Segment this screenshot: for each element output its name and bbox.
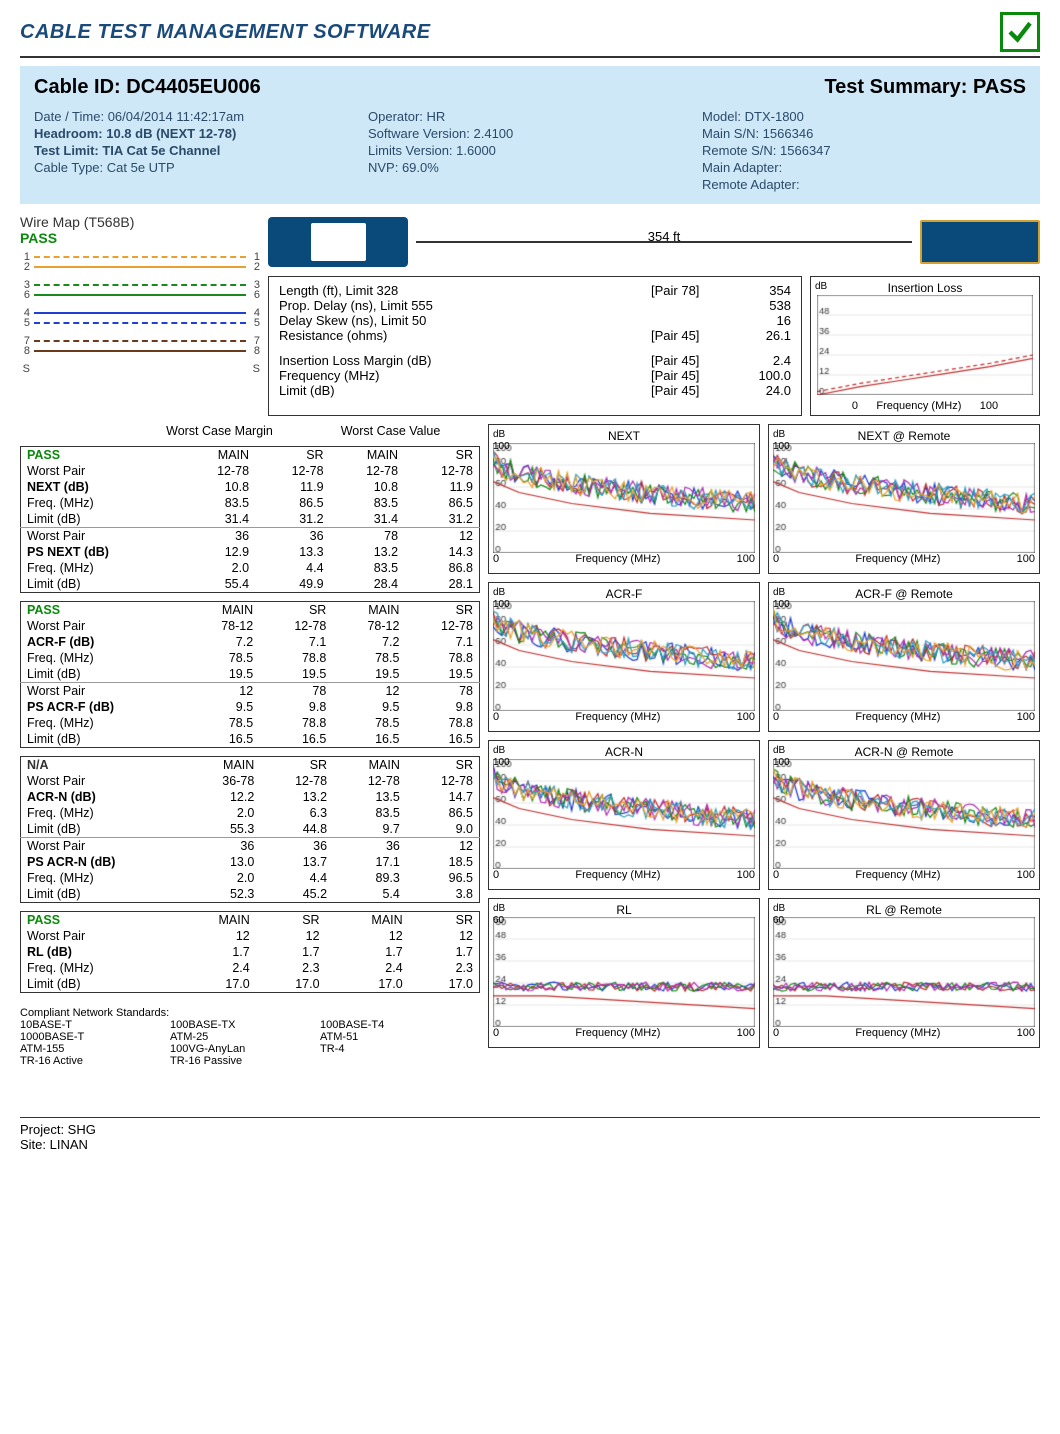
freq-chart: dB100ACR-N0Frequency (MHz)100 bbox=[488, 740, 760, 890]
header-col-1: Date / Time: 06/04/2014 11:42:17am Headr… bbox=[34, 109, 358, 194]
measurement-row: Delay Skew (ns), Limit 5016 bbox=[279, 313, 791, 328]
measurement-row: Resistance (ohms)[Pair 45]26.1 bbox=[279, 328, 791, 343]
nvp: NVP: 69.0% bbox=[368, 160, 692, 175]
freq-chart: dB100NEXT0Frequency (MHz)100 bbox=[488, 424, 760, 574]
headroom: Headroom: 10.8 dB (NEXT 12-78) bbox=[34, 126, 358, 141]
measurement-row: Frequency (MHz)[Pair 45]100.0 bbox=[279, 368, 791, 383]
datetime: Date / Time: 06/04/2014 11:42:17am bbox=[34, 109, 358, 124]
wiremap-block: Wire Map (T568B) PASS 1122 3366 4455 7788 SS bbox=[20, 214, 260, 374]
measurement-row: Prop. Delay (ns), Limit 555538 bbox=[279, 298, 791, 313]
freq-chart: dB100ACR-N @ Remote0Frequency (MHz)100 bbox=[768, 740, 1040, 890]
result-table: N/AMAINSRMAINSRWorst Pair36-7812-7812-78… bbox=[20, 756, 480, 903]
wiremap-title: Wire Map (T568B) bbox=[20, 214, 260, 230]
freq-chart: dB60RL0Frequency (MHz)100 bbox=[488, 898, 760, 1048]
wiremap-wire: 11 bbox=[20, 252, 260, 262]
header-block: Cable ID: DC4405EU006 Test Summary: PASS… bbox=[20, 66, 1040, 204]
freq-chart: dB100NEXT @ Remote0Frequency (MHz)100 bbox=[768, 424, 1040, 574]
chart-title: Insertion Loss bbox=[817, 281, 1033, 295]
charts-main: dB100NEXT0Frequency (MHz)100dB100ACR-F0F… bbox=[488, 424, 760, 1067]
wiremap-wire: 22 bbox=[20, 262, 260, 272]
cable-id: DC4405EU006 bbox=[126, 76, 261, 98]
model: Model: DTX-1800 bbox=[702, 109, 1026, 124]
remote-sn: Remote S/N: 1566347 bbox=[702, 143, 1026, 158]
main-adapter: Main Adapter: bbox=[702, 160, 1026, 175]
main-tester-icon bbox=[268, 217, 408, 267]
charts-remote: dB100NEXT @ Remote0Frequency (MHz)100dB1… bbox=[768, 424, 1040, 1067]
wiremap-wire: 66 bbox=[20, 290, 260, 300]
device-diagram: 354 ft bbox=[268, 214, 1040, 270]
freq-chart: dB100ACR-F @ Remote0Frequency (MHz)100 bbox=[768, 582, 1040, 732]
cable-id-label: Cable ID: bbox=[34, 76, 121, 98]
main-sn: Main S/N: 1566346 bbox=[702, 126, 1026, 141]
header-col-2: Operator: HR Software Version: 2.4100 Li… bbox=[368, 109, 692, 194]
pass-check-icon bbox=[1000, 12, 1040, 52]
standards-block: Compliant Network Standards:10BASE-T100B… bbox=[20, 1007, 480, 1067]
cable-length: 354 ft bbox=[648, 229, 681, 244]
remote-tester-icon bbox=[920, 220, 1040, 264]
result-table: PASSMAINSRMAINSRWorst Pair78-1212-7878-1… bbox=[20, 601, 480, 748]
freq-chart: dB60RL @ Remote0Frequency (MHz)100 bbox=[768, 898, 1040, 1048]
wiremap-wire: 55 bbox=[20, 318, 260, 328]
wiremap-wire: 44 bbox=[20, 308, 260, 318]
operator: Operator: HR bbox=[368, 109, 692, 124]
measurement-row: Limit (dB)[Pair 45]24.0 bbox=[279, 383, 791, 398]
footer: Project: SHG Site: LINAN bbox=[20, 1117, 1040, 1152]
limits-version: Limits Version: 1.6000 bbox=[368, 143, 692, 158]
test-limit: Test Limit: TIA Cat 5e Channel bbox=[34, 143, 358, 158]
sw-version: Software Version: 2.4100 bbox=[368, 126, 692, 141]
measurement-row: Length (ft), Limit 328[Pair 78]354 bbox=[279, 283, 791, 298]
wiremap-wire: 33 bbox=[20, 280, 260, 290]
insertion-loss-chart: dB Insertion Loss 0 Frequency (MHz) 100 bbox=[810, 276, 1040, 416]
site: Site: LINAN bbox=[20, 1137, 1040, 1152]
cable-type: Cable Type: Cat 5e UTP bbox=[34, 160, 358, 175]
summary-value: PASS bbox=[973, 76, 1026, 98]
wiremap-wire: SS bbox=[20, 364, 260, 374]
freq-chart: dB100ACR-F0Frequency (MHz)100 bbox=[488, 582, 760, 732]
wiremap-wire: 88 bbox=[20, 346, 260, 356]
wiremap-wire: 77 bbox=[20, 336, 260, 346]
cable-line: 354 ft bbox=[416, 241, 912, 243]
wiremap-pass: PASS bbox=[20, 230, 260, 246]
tables-column: Worst Case MarginWorst Case Value PASSMA… bbox=[20, 424, 480, 1067]
project: Project: SHG bbox=[20, 1122, 1040, 1137]
measurements-table: Length (ft), Limit 328[Pair 78]354Prop. … bbox=[268, 276, 802, 416]
table-super-header: Worst Case MarginWorst Case Value bbox=[20, 424, 480, 438]
measurement-row: Insertion Loss Margin (dB)[Pair 45]2.4 bbox=[279, 353, 791, 368]
result-table: PASSMAINSRMAINSRWorst Pair12-7812-7812-7… bbox=[20, 446, 480, 593]
title-bar: CABLE TEST MANAGEMENT SOFTWARE bbox=[20, 12, 1040, 58]
software-title: CABLE TEST MANAGEMENT SOFTWARE bbox=[20, 21, 431, 44]
header-col-3: Model: DTX-1800 Main S/N: 1566346 Remote… bbox=[702, 109, 1026, 194]
result-table: PASSMAINSRMAINSRWorst Pair12121212RL (dB… bbox=[20, 911, 480, 993]
summary-label: Test Summary: bbox=[824, 76, 967, 98]
remote-adapter: Remote Adapter: bbox=[702, 177, 1026, 192]
